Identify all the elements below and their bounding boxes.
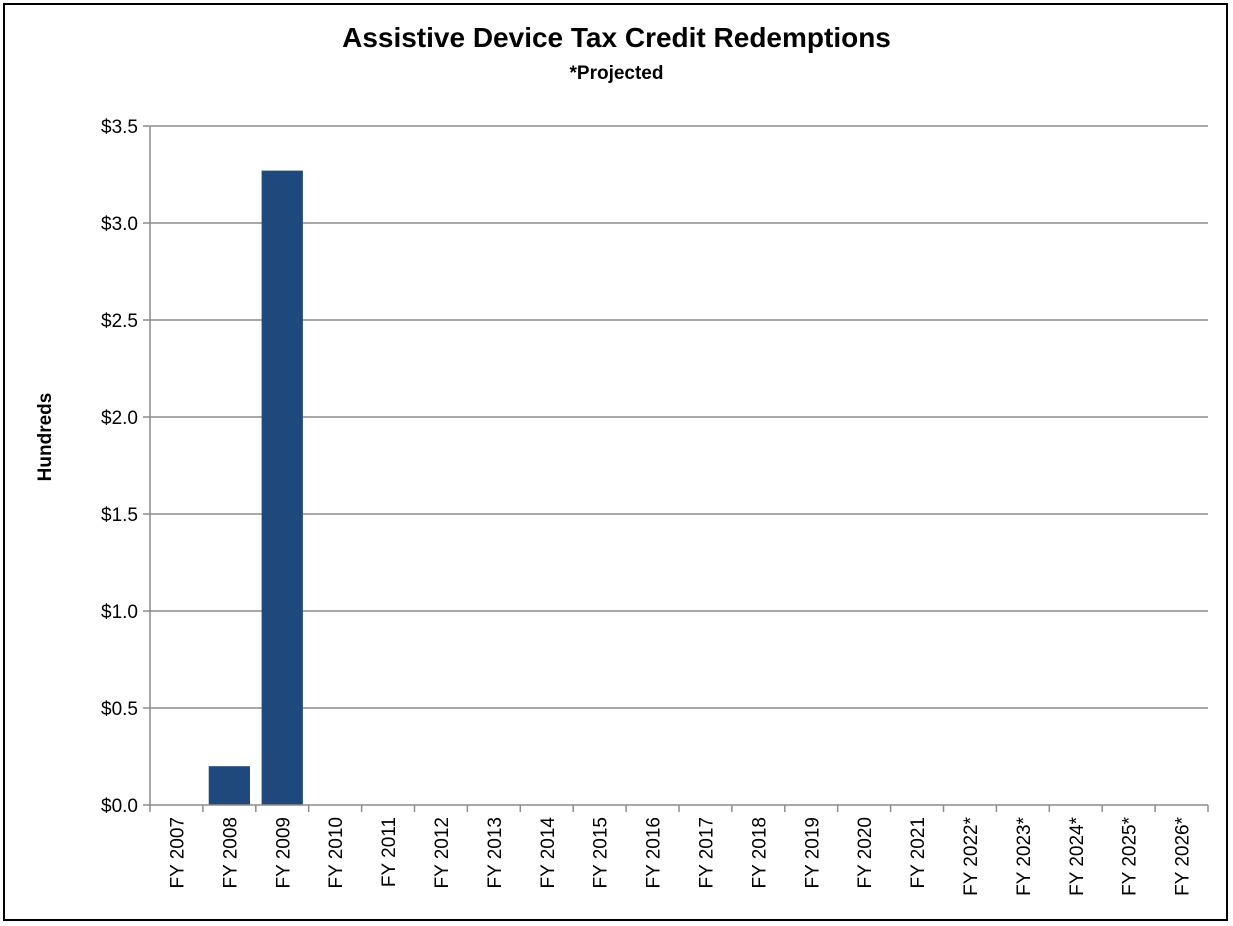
y-tick-label: $1.0 [101, 602, 138, 623]
x-tick-label: FY 2019 [802, 817, 823, 888]
x-tick-label: FY 2017 [696, 817, 717, 888]
x-tick-label: FY 2025* [1120, 816, 1141, 895]
y-tick-label: $0.0 [101, 796, 138, 817]
x-tick-label: FY 2012 [432, 817, 453, 888]
x-tick-label: FY 2023* [1014, 816, 1035, 895]
chart-frame [3, 3, 1228, 921]
y-tick-label: $3.0 [101, 214, 138, 235]
x-tick-label: FY 2015 [591, 817, 612, 888]
x-tick-label: FY 2022* [961, 816, 982, 895]
y-tick-label: $3.5 [101, 117, 138, 138]
gridlines [150, 125, 1208, 709]
x-tick-label: FY 2021 [908, 817, 929, 888]
y-tick-labels: $0.0 $0.5 $1.0 $1.5 $2.0 $2.5 $3.0 $3.5 [101, 117, 138, 817]
y-tick-label: $2.0 [101, 408, 138, 429]
y-tick-label: $1.5 [101, 505, 138, 526]
x-tick-label: FY 2024* [1067, 816, 1088, 895]
x-tick-label: FY 2009 [273, 817, 294, 888]
x-tick-label: FY 2011 [379, 817, 400, 887]
x-tick-label: FY 2016 [644, 817, 665, 888]
y-tick-label: $2.5 [101, 311, 138, 332]
axes [143, 125, 1209, 812]
x-tick-label: FY 2008 [220, 817, 241, 888]
x-tick-labels: FY 2007 FY 2008 FY 2009 FY 2010 FY 2011 FY 20… [167, 816, 1193, 895]
x-tick-label: FY 2018 [749, 817, 770, 888]
chart-subtitle: *Projected [569, 63, 664, 84]
bars [208, 170, 303, 805]
x-tick-label: FY 2014 [538, 817, 559, 889]
x-tick-label: FY 2007 [167, 817, 188, 888]
x-tick-label: FY 2020 [855, 817, 876, 888]
bar [261, 170, 303, 805]
x-tick-label: FY 2026* [1173, 816, 1194, 895]
bar [208, 766, 250, 805]
x-tick-label: FY 2010 [326, 817, 347, 888]
x-tick-label: FY 2013 [485, 817, 506, 888]
chart-title: Assistive Device Tax Credit Redemptions [342, 22, 891, 53]
y-tick-label: $0.5 [101, 699, 138, 720]
